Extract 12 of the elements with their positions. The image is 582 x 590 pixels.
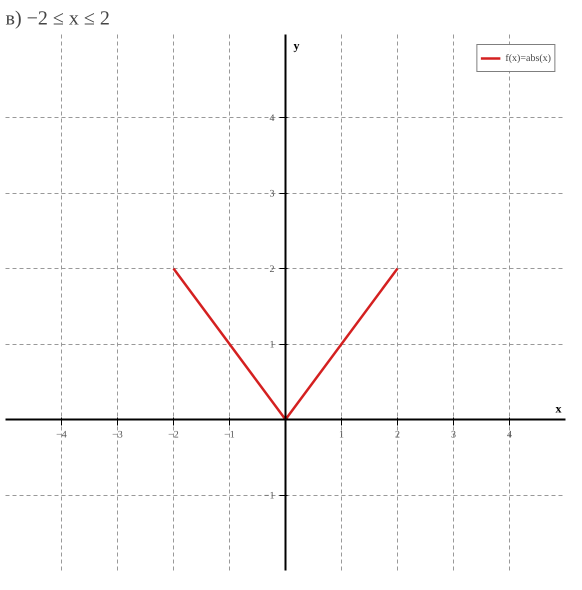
legend-label: f(x)=abs(x) [505,52,551,64]
x-tick-label: −4 [56,430,67,441]
x-tick-label: −2 [168,430,179,441]
x-tick-label: 4 [507,430,512,441]
x-tick-label: −1 [224,430,235,441]
x-tick-label: 3 [451,430,456,441]
x-tick-label: 1 [339,430,344,441]
chart-title: в) −2 ≤ x ≤ 2 [6,8,110,30]
x-tick-label: 2 [395,430,400,441]
y-axis-title: y [294,38,300,52]
x-tick-label: −3 [112,430,123,441]
x-axis-title: x [556,402,562,416]
